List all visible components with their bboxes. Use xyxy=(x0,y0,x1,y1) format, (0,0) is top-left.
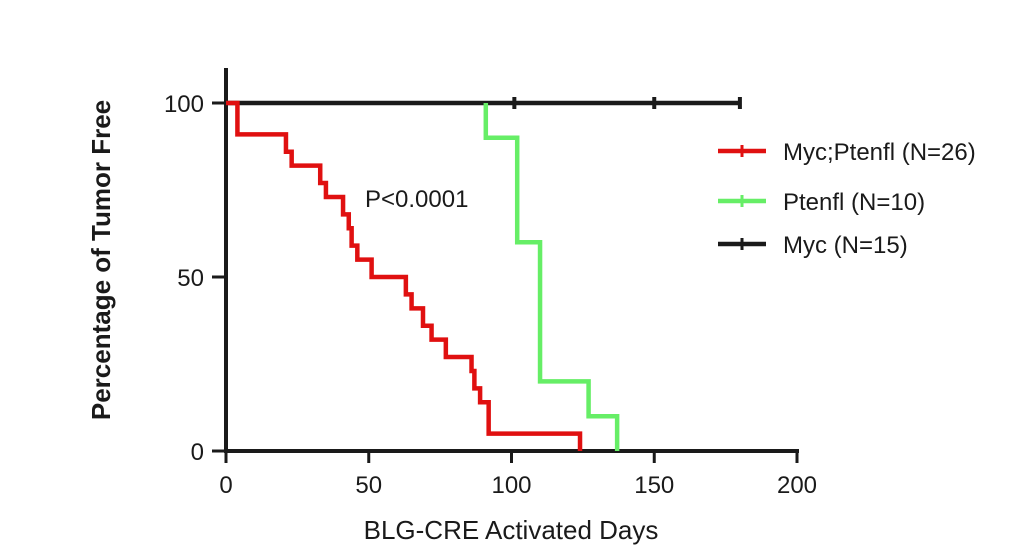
y-axis-title: Percentage of Tumor Free xyxy=(86,100,116,420)
series-layer xyxy=(226,97,742,451)
legend-label-2: Myc (N=15) xyxy=(783,232,908,259)
y-tick-label: 50 xyxy=(177,265,204,292)
x-tick-label: 50 xyxy=(355,472,382,499)
series-line-0 xyxy=(226,100,583,451)
x-tick-label: 0 xyxy=(219,472,232,499)
series-line-1 xyxy=(483,103,620,451)
x-tick-label: 150 xyxy=(634,472,674,499)
x-tick-label: 100 xyxy=(491,472,531,499)
p-value-annotation: P<0.0001 xyxy=(365,186,468,213)
ticks: 0 50 100 150 200 0 50 100 xyxy=(164,91,817,499)
y-tick-label: 0 xyxy=(191,439,204,466)
legend: Myc;Ptenfl (N=26) Ptenfl (N=10) Myc (N=15) xyxy=(718,139,976,259)
legend-label-0: Myc;Ptenfl (N=26) xyxy=(783,139,976,166)
legend-label-1: Ptenfl (N=10) xyxy=(783,189,925,216)
axes xyxy=(224,68,799,453)
x-tick-label: 200 xyxy=(777,472,817,499)
x-axis-title: BLG-CRE Activated Days xyxy=(364,515,659,545)
y-tick-label: 100 xyxy=(164,91,204,118)
